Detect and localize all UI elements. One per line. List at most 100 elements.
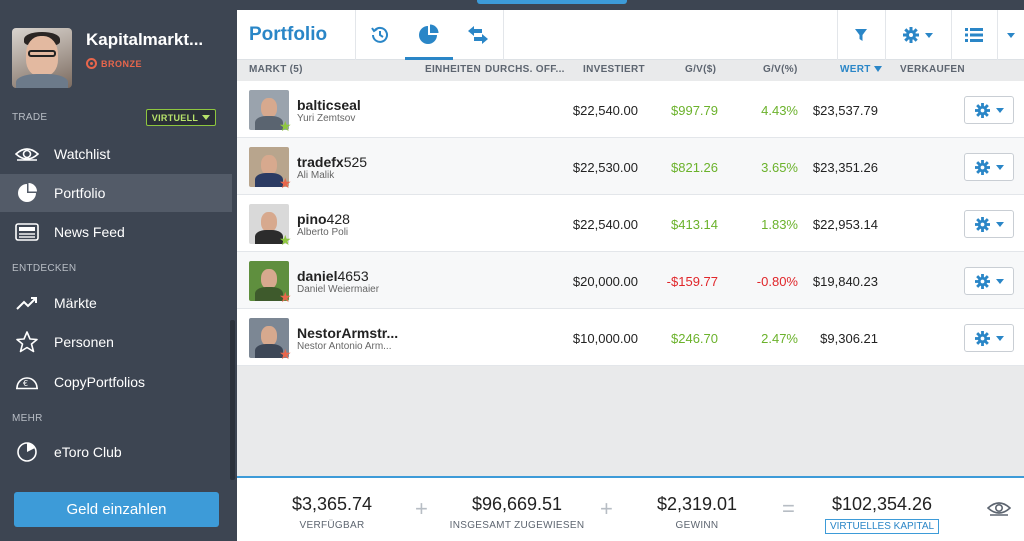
position-value: $23,351.26 — [812, 160, 878, 175]
avatar[interactable] — [12, 28, 72, 88]
sidebar-item-copyportfolios[interactable]: € CopyPortfolios — [0, 363, 232, 401]
username-number: 525 — [343, 154, 368, 170]
username-text: tradefx — [297, 154, 344, 170]
portfolio-summary: $3,365.74 VERFÜGBAR + $96,669.51 INSGESA… — [237, 476, 1024, 541]
username-text: daniel — [297, 268, 338, 284]
col-avg-open[interactable]: DURCHS. OFF... — [485, 64, 565, 75]
star-icon: ★ — [279, 175, 292, 191]
sidebar-item-etoro-club[interactable]: eToro Club — [0, 433, 232, 471]
sidebar-item-label: CopyPortfolios — [54, 374, 146, 390]
row-settings-button[interactable] — [964, 210, 1014, 238]
sidebar-item-news-feed[interactable]: News Feed — [0, 213, 232, 251]
filter-button[interactable] — [837, 10, 885, 60]
avatar[interactable] — [249, 90, 289, 130]
summary-capital: $102,354.26 VIRTUELLES KAPITAL — [812, 494, 952, 534]
tab-portfolio-pie[interactable] — [405, 10, 453, 60]
col-plp[interactable]: G/V(%) — [763, 64, 798, 75]
pl-value: -$159.77 — [666, 274, 718, 289]
settings-dropdown[interactable] — [885, 10, 951, 60]
chevron-down-icon — [995, 221, 1004, 227]
chevron-down-icon — [1006, 32, 1015, 38]
star-icon: ★ — [279, 289, 292, 305]
col-units[interactable]: EINHEITEN — [425, 64, 482, 75]
chevron-down-icon — [995, 164, 1004, 170]
gear-icon — [974, 330, 990, 346]
bronze-tier-icon — [86, 58, 97, 69]
sidebar-item-portfolio[interactable]: Portfolio — [0, 174, 232, 212]
pl-percent: 4.43% — [761, 103, 798, 118]
username[interactable]: tradefx525 — [297, 154, 367, 170]
transfer-button[interactable] — [453, 10, 503, 60]
newspaper-icon — [14, 222, 40, 242]
sidebar-item-label: News Feed — [54, 224, 125, 240]
trend-icon — [14, 293, 40, 313]
pl-percent: 1.83% — [761, 217, 798, 232]
list-view-button[interactable] — [951, 10, 997, 60]
table-row[interactable]: ★ balticseal Yuri Zemtsov $22,540.00 $997.79… — [237, 81, 1024, 138]
deposit-button[interactable]: Geld einzahlen — [14, 492, 219, 527]
sidebar-item-label: Märkte — [54, 295, 97, 311]
sidebar-item-watchlist[interactable]: Watchlist — [0, 135, 232, 173]
table-row[interactable]: ★ NestorArmstr... Nestor Antonio Arm... $10… — [237, 309, 1024, 366]
invested-value: $10,000.00 — [572, 331, 638, 346]
sort-down-icon — [873, 66, 882, 72]
allocated-label: INSGESAMT ZUGEWIESEN — [449, 520, 585, 531]
row-settings-button[interactable] — [964, 324, 1014, 352]
position-value: $22,953.14 — [812, 217, 878, 232]
user-profile[interactable]: Kapitalmarkt... BRONZE — [12, 28, 203, 88]
avatar[interactable] — [249, 147, 289, 187]
eye-toggle-button[interactable] — [986, 500, 1012, 523]
copyportfolio-icon: € — [14, 372, 40, 392]
mode-label: VIRTUELL — [151, 112, 199, 123]
tier-badge: BRONZE — [86, 58, 203, 69]
history-button[interactable] — [355, 10, 405, 60]
pl-percent: 3.65% — [761, 160, 798, 175]
col-market[interactable]: MARKT (5) — [249, 64, 303, 75]
capital-value: $102,354.26 — [831, 494, 933, 514]
username[interactable]: daniel4653 — [297, 268, 369, 284]
gear-icon — [903, 27, 919, 43]
row-settings-button[interactable] — [964, 267, 1014, 295]
table-row[interactable]: ★ pino428 Alberto Poli $22,540.00 $413.14 1.8… — [237, 195, 1024, 252]
star-icon: ★ — [279, 118, 292, 134]
sidebar-item-label: Portfolio — [54, 185, 106, 201]
avatar[interactable] — [249, 318, 289, 358]
list-icon — [965, 28, 983, 42]
plus-sign: + — [600, 496, 613, 521]
swap-arrows-icon — [468, 26, 488, 44]
sidebar-scrollbar[interactable] — [230, 320, 235, 480]
table-row[interactable]: ★ tradefx525 Ali Malik $22,530.00 $821.26 3.6… — [237, 138, 1024, 195]
profile-name[interactable]: Kapitalmarkt... — [86, 30, 204, 49]
avatar[interactable] — [249, 261, 289, 301]
col-pl[interactable]: G/V($) — [685, 64, 717, 75]
row-settings-button[interactable] — [964, 96, 1014, 124]
chevron-down-icon — [202, 115, 211, 120]
col-sell[interactable]: VERKAUFEN — [900, 64, 965, 75]
invested-value: $22,530.00 — [572, 160, 638, 175]
avatar[interactable] — [249, 204, 289, 244]
mode-dropdown[interactable]: VIRTUELL — [146, 109, 216, 126]
chevron-down-icon — [925, 32, 933, 38]
col-invested[interactable]: INVESTIERT — [583, 64, 645, 75]
section-label-trade: TRADE — [12, 112, 48, 123]
sidebar-item-people[interactable]: Personen — [0, 323, 232, 361]
equals-sign: = — [782, 496, 795, 521]
page-title: Portfolio — [249, 24, 328, 45]
username[interactable]: pino428 — [297, 211, 350, 227]
username[interactable]: balticseal — [297, 97, 361, 113]
row-settings-button[interactable] — [964, 153, 1014, 181]
view-dropdown[interactable] — [997, 10, 1024, 60]
username[interactable]: NestorArmstr... — [297, 325, 398, 341]
profit-value: $2,319.01 — [656, 494, 738, 514]
star-icon: ★ — [279, 232, 292, 248]
table-row[interactable]: ★ daniel4653 Daniel Weiermaier $20,000.00 -$… — [237, 252, 1024, 309]
profit-label: GEWINN — [675, 520, 719, 531]
sidebar: Kapitalmarkt... BRONZE TRADE VIRTUELL Wa… — [0, 0, 237, 541]
username-number: 428 — [326, 211, 350, 227]
virtual-capital-badge[interactable]: VIRTUELLES KAPITAL — [824, 519, 940, 534]
section-label-more: MEHR — [12, 413, 43, 424]
col-value[interactable]: WERT — [840, 64, 882, 75]
eye-icon — [986, 502, 1012, 516]
available-label: VERFÜGBAR — [299, 520, 365, 531]
sidebar-item-markets[interactable]: Märkte — [0, 284, 232, 322]
